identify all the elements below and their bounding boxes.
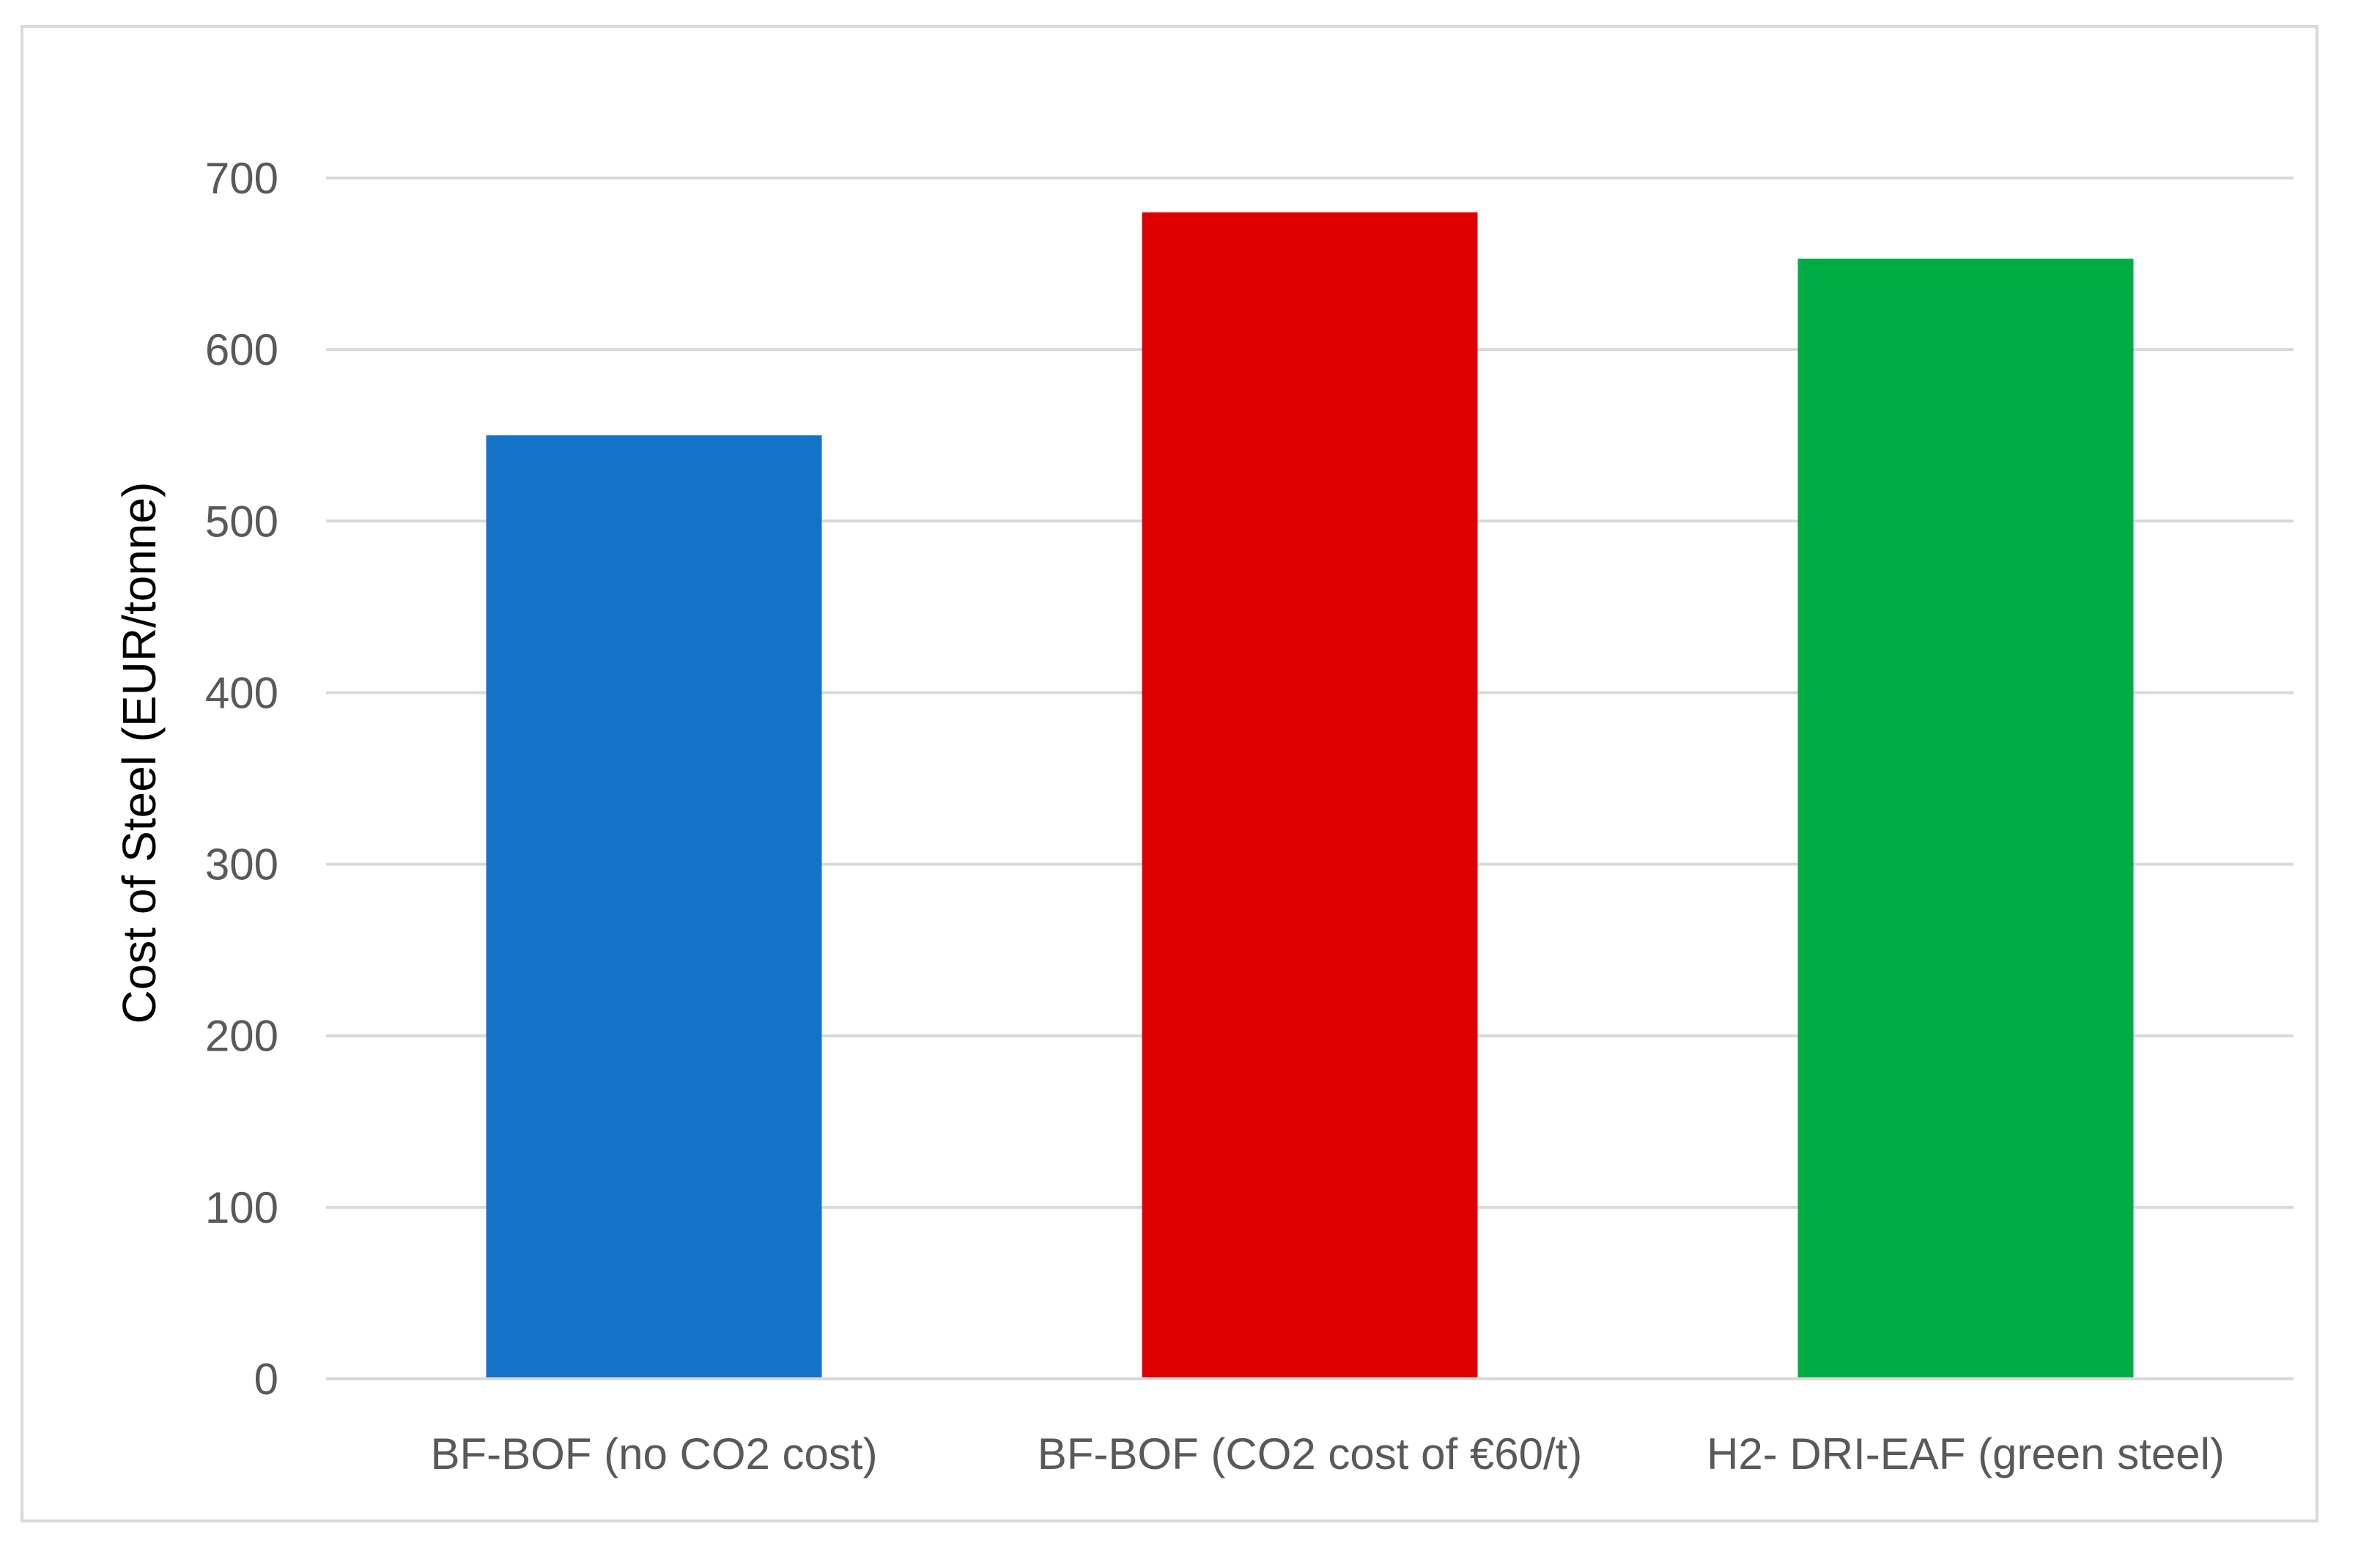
- y-tick-label-100: 100: [205, 1183, 278, 1232]
- y-tick-label-200: 200: [205, 1012, 278, 1061]
- x-category-label-2: BF-BOF (CO2 cost of €60/t): [1038, 1429, 1583, 1478]
- bars: [326, 212, 2294, 1380]
- x-axis-category-labels: BF-BOF (no CO2 cost) BF-BOF (CO2 cost of …: [430, 1429, 2224, 1478]
- bar-1: [486, 435, 822, 1379]
- y-tick-label-400: 400: [205, 668, 278, 717]
- y-axis-title: Cost of Steel (EUR/tonne): [113, 482, 166, 1024]
- x-category-label-1: BF-BOF (no CO2 cost): [430, 1429, 877, 1478]
- y-tick-label-700: 700: [205, 154, 278, 203]
- bar-2: [1142, 212, 1478, 1379]
- bar-3: [1797, 259, 2134, 1380]
- y-tick-label-0: 0: [254, 1355, 278, 1404]
- y-tick-label-300: 300: [205, 840, 278, 889]
- y-tick-label-500: 500: [205, 497, 278, 546]
- x-category-label-3: H2- DRI-EAF (green steel): [1707, 1429, 2225, 1478]
- y-axis-tick-labels: 0 100 200 300 400 500 600 700: [205, 154, 278, 1404]
- y-tick-label-600: 600: [205, 325, 278, 374]
